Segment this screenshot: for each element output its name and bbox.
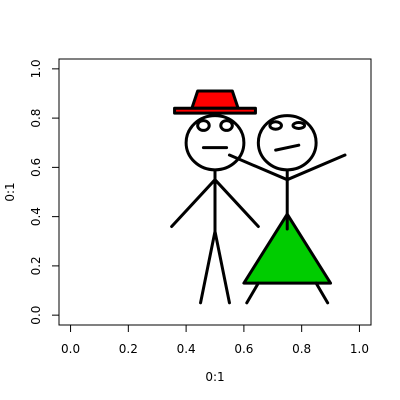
man-head [184,114,246,172]
x-tick-label: 0.0 [61,342,80,356]
y-tick-label: 1.0 [29,59,43,78]
man-leg-left [199,229,217,305]
woman-eye-right [291,121,307,130]
woman-arm-left [227,153,289,182]
x-tick-label: 1.0 [350,342,369,356]
figure-man [170,89,260,305]
woman-leg-right [314,281,330,305]
y-axis-title: 0:1 [3,182,17,201]
woman-leg-left [245,281,260,305]
x-axis: 0.0 0.2 0.4 0.6 0.8 1.0 [61,324,369,356]
man-eye-right [219,119,234,132]
x-axis-title: 0:1 [205,370,224,384]
man-eye-left [196,119,211,132]
y-tick-label: 0.8 [29,109,43,128]
y-tick-label: 0.2 [29,256,43,275]
x-tick-label: 0.2 [119,342,138,356]
x-tick-label: 0.8 [292,342,311,356]
x-tick-label: 0.4 [177,342,196,356]
y-axis: 0.0 0.2 0.4 0.6 0.8 1.0 [29,59,60,325]
woman-arm-right [285,153,347,182]
y-tick-label: 0.0 [29,306,43,325]
figures-layer [170,89,347,305]
woman-mouth [274,143,301,152]
woman-eye-left [268,120,283,131]
man-arm-right [213,178,260,228]
y-tick-label: 0.6 [29,158,43,177]
man-leg-right [213,229,231,305]
man-hat-brim [173,106,257,115]
figure-woman [227,114,347,305]
man-hat-crown [190,89,240,110]
woman-dress [242,212,333,285]
woman-head [256,114,318,172]
y-tick-label: 0.4 [29,207,43,226]
x-tick-label: 0.6 [234,342,253,356]
man-arm-left [170,178,217,228]
